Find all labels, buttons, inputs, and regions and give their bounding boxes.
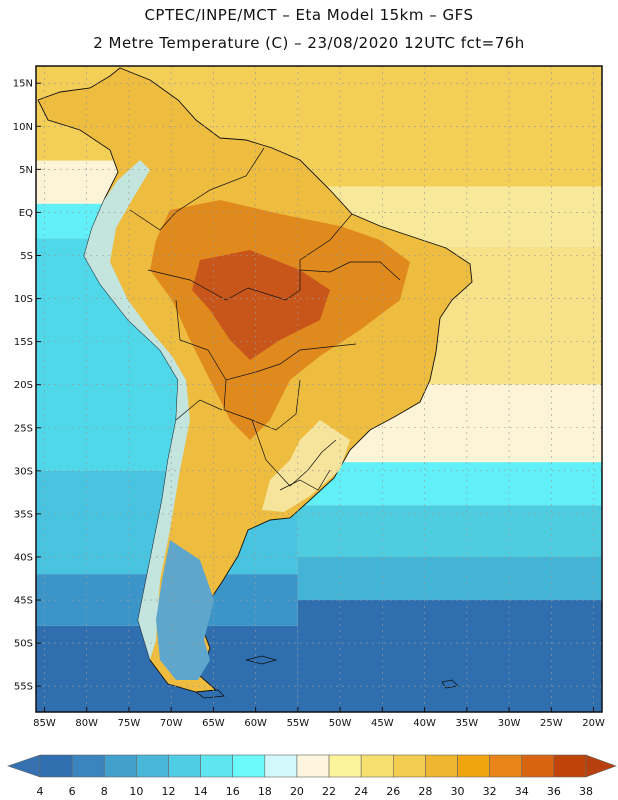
colorbar-label: 12 xyxy=(161,785,175,798)
colorbar-segment xyxy=(136,754,169,778)
colorbar-segment xyxy=(232,754,266,778)
lat-tick-label: EQ xyxy=(19,208,33,219)
colorbar-segment xyxy=(168,754,201,778)
lat-tick-label: 45S xyxy=(14,596,33,607)
lon-tick-label: 60W xyxy=(244,718,267,729)
colorbar-segment xyxy=(553,754,587,778)
lat-tick-label: 15N xyxy=(13,79,33,90)
colorbar-segment xyxy=(296,754,330,778)
colorbar-label: 28 xyxy=(418,785,432,798)
continent-mild-south xyxy=(262,420,350,512)
colorbar-label: 18 xyxy=(258,785,272,798)
colorbar-segment xyxy=(457,754,490,778)
lon-tick-label: 45W xyxy=(371,718,394,729)
country-borders xyxy=(129,147,401,491)
lat-tick-label: 30S xyxy=(14,466,33,477)
colorbar-label: 8 xyxy=(101,785,108,798)
colorbar-label: 30 xyxy=(451,785,465,798)
colorbar-segment xyxy=(360,754,394,778)
lon-tick-label: 35W xyxy=(456,718,479,729)
lat-tick-label: 20S xyxy=(14,380,33,391)
colorbar-label: 26 xyxy=(386,785,400,798)
lat-tick-label: 40S xyxy=(14,552,33,563)
colorbar-label: 34 xyxy=(515,785,529,798)
lon-tick-label: 30W xyxy=(498,718,521,729)
chart-subtitle: 2 Metre Temperature (C) – 23/08/2020 12U… xyxy=(93,34,525,52)
lon-tick-label: 40W xyxy=(413,718,436,729)
colorbar-segment xyxy=(39,754,73,778)
continent-temperature-field xyxy=(37,67,473,693)
lat-tick-label: 5N xyxy=(19,165,33,176)
lon-tick-label: 50W xyxy=(329,718,352,729)
colorbar-label: 4 xyxy=(37,785,44,798)
colorbar-label: 36 xyxy=(547,785,561,798)
lat-tick-label: 5S xyxy=(20,251,33,262)
lat-tick-label: 10S xyxy=(14,294,33,305)
lat-tick-label: 35S xyxy=(14,509,33,520)
colorbar-label: 32 xyxy=(483,785,497,798)
colorbar-high-arrow xyxy=(585,754,617,778)
colorbar-segment xyxy=(328,754,362,778)
atlantic-band xyxy=(297,556,602,601)
colorbar-segment xyxy=(425,754,458,778)
colorbar-segment xyxy=(71,754,105,778)
chart-title: CPTEC/INPE/MCT – Eta Model 15km – GFS xyxy=(144,6,474,24)
colorbar-segment xyxy=(200,754,234,778)
atlantic-band xyxy=(297,462,602,506)
colorbar-label: 38 xyxy=(579,785,593,798)
map-area xyxy=(36,66,602,712)
lat-tick-label: 25S xyxy=(14,423,33,434)
colorbar-label: 24 xyxy=(354,785,368,798)
colorbar-segment xyxy=(103,754,137,778)
colorbar-segment xyxy=(392,754,426,778)
colorbar-label: 6 xyxy=(69,785,76,798)
lon-tick-label: 75W xyxy=(118,718,141,729)
continent-hot-core xyxy=(192,250,330,360)
southern-cone xyxy=(156,540,214,680)
longitude-axis: 85W 80W 75W 70W 65W 60W 55W 50W 45W 40W 35W 30W 25W 2… xyxy=(33,707,605,729)
colorbar-segment xyxy=(521,754,555,778)
colorbar-low-arrow xyxy=(7,754,41,778)
colorbar-segment xyxy=(264,754,298,778)
lat-tick-label: 10N xyxy=(13,122,33,133)
lat-tick-label: 15S xyxy=(14,337,33,348)
lon-tick-label: 80W xyxy=(75,718,98,729)
lon-tick-label: 55W xyxy=(287,718,310,729)
colorbar-label: 20 xyxy=(290,785,304,798)
atlantic-band xyxy=(297,600,602,712)
lon-tick-label: 65W xyxy=(202,718,225,729)
colorbar-legend: 4 6 8 10 12 14 16 18 20 22 24 26 28 30 32 34 36 38 xyxy=(7,754,617,798)
lon-tick-label: 25W xyxy=(540,718,563,729)
continent-cool-highlands xyxy=(84,160,190,660)
lat-tick-label: 50S xyxy=(14,639,33,650)
atlantic-band xyxy=(297,505,602,557)
islands xyxy=(194,655,459,699)
lat-lon-gridlines xyxy=(36,66,602,712)
lon-tick-label: 70W xyxy=(160,718,183,729)
colorbar-segment xyxy=(489,754,523,778)
colorbar-label: 14 xyxy=(194,785,208,798)
latitude-axis: 15N 10N 5N EQ 5S 10S 15S 20S 25S 30S 35S 40S 45S 50S 5… xyxy=(13,79,41,693)
lat-tick-label: 55S xyxy=(14,682,33,693)
lon-tick-label: 20W xyxy=(582,718,605,729)
colorbar-label: 22 xyxy=(322,785,336,798)
map-frame xyxy=(35,65,603,713)
colorbar-label: 10 xyxy=(129,785,143,798)
colorbar-label: 16 xyxy=(226,785,240,798)
lon-tick-label: 85W xyxy=(33,718,56,729)
